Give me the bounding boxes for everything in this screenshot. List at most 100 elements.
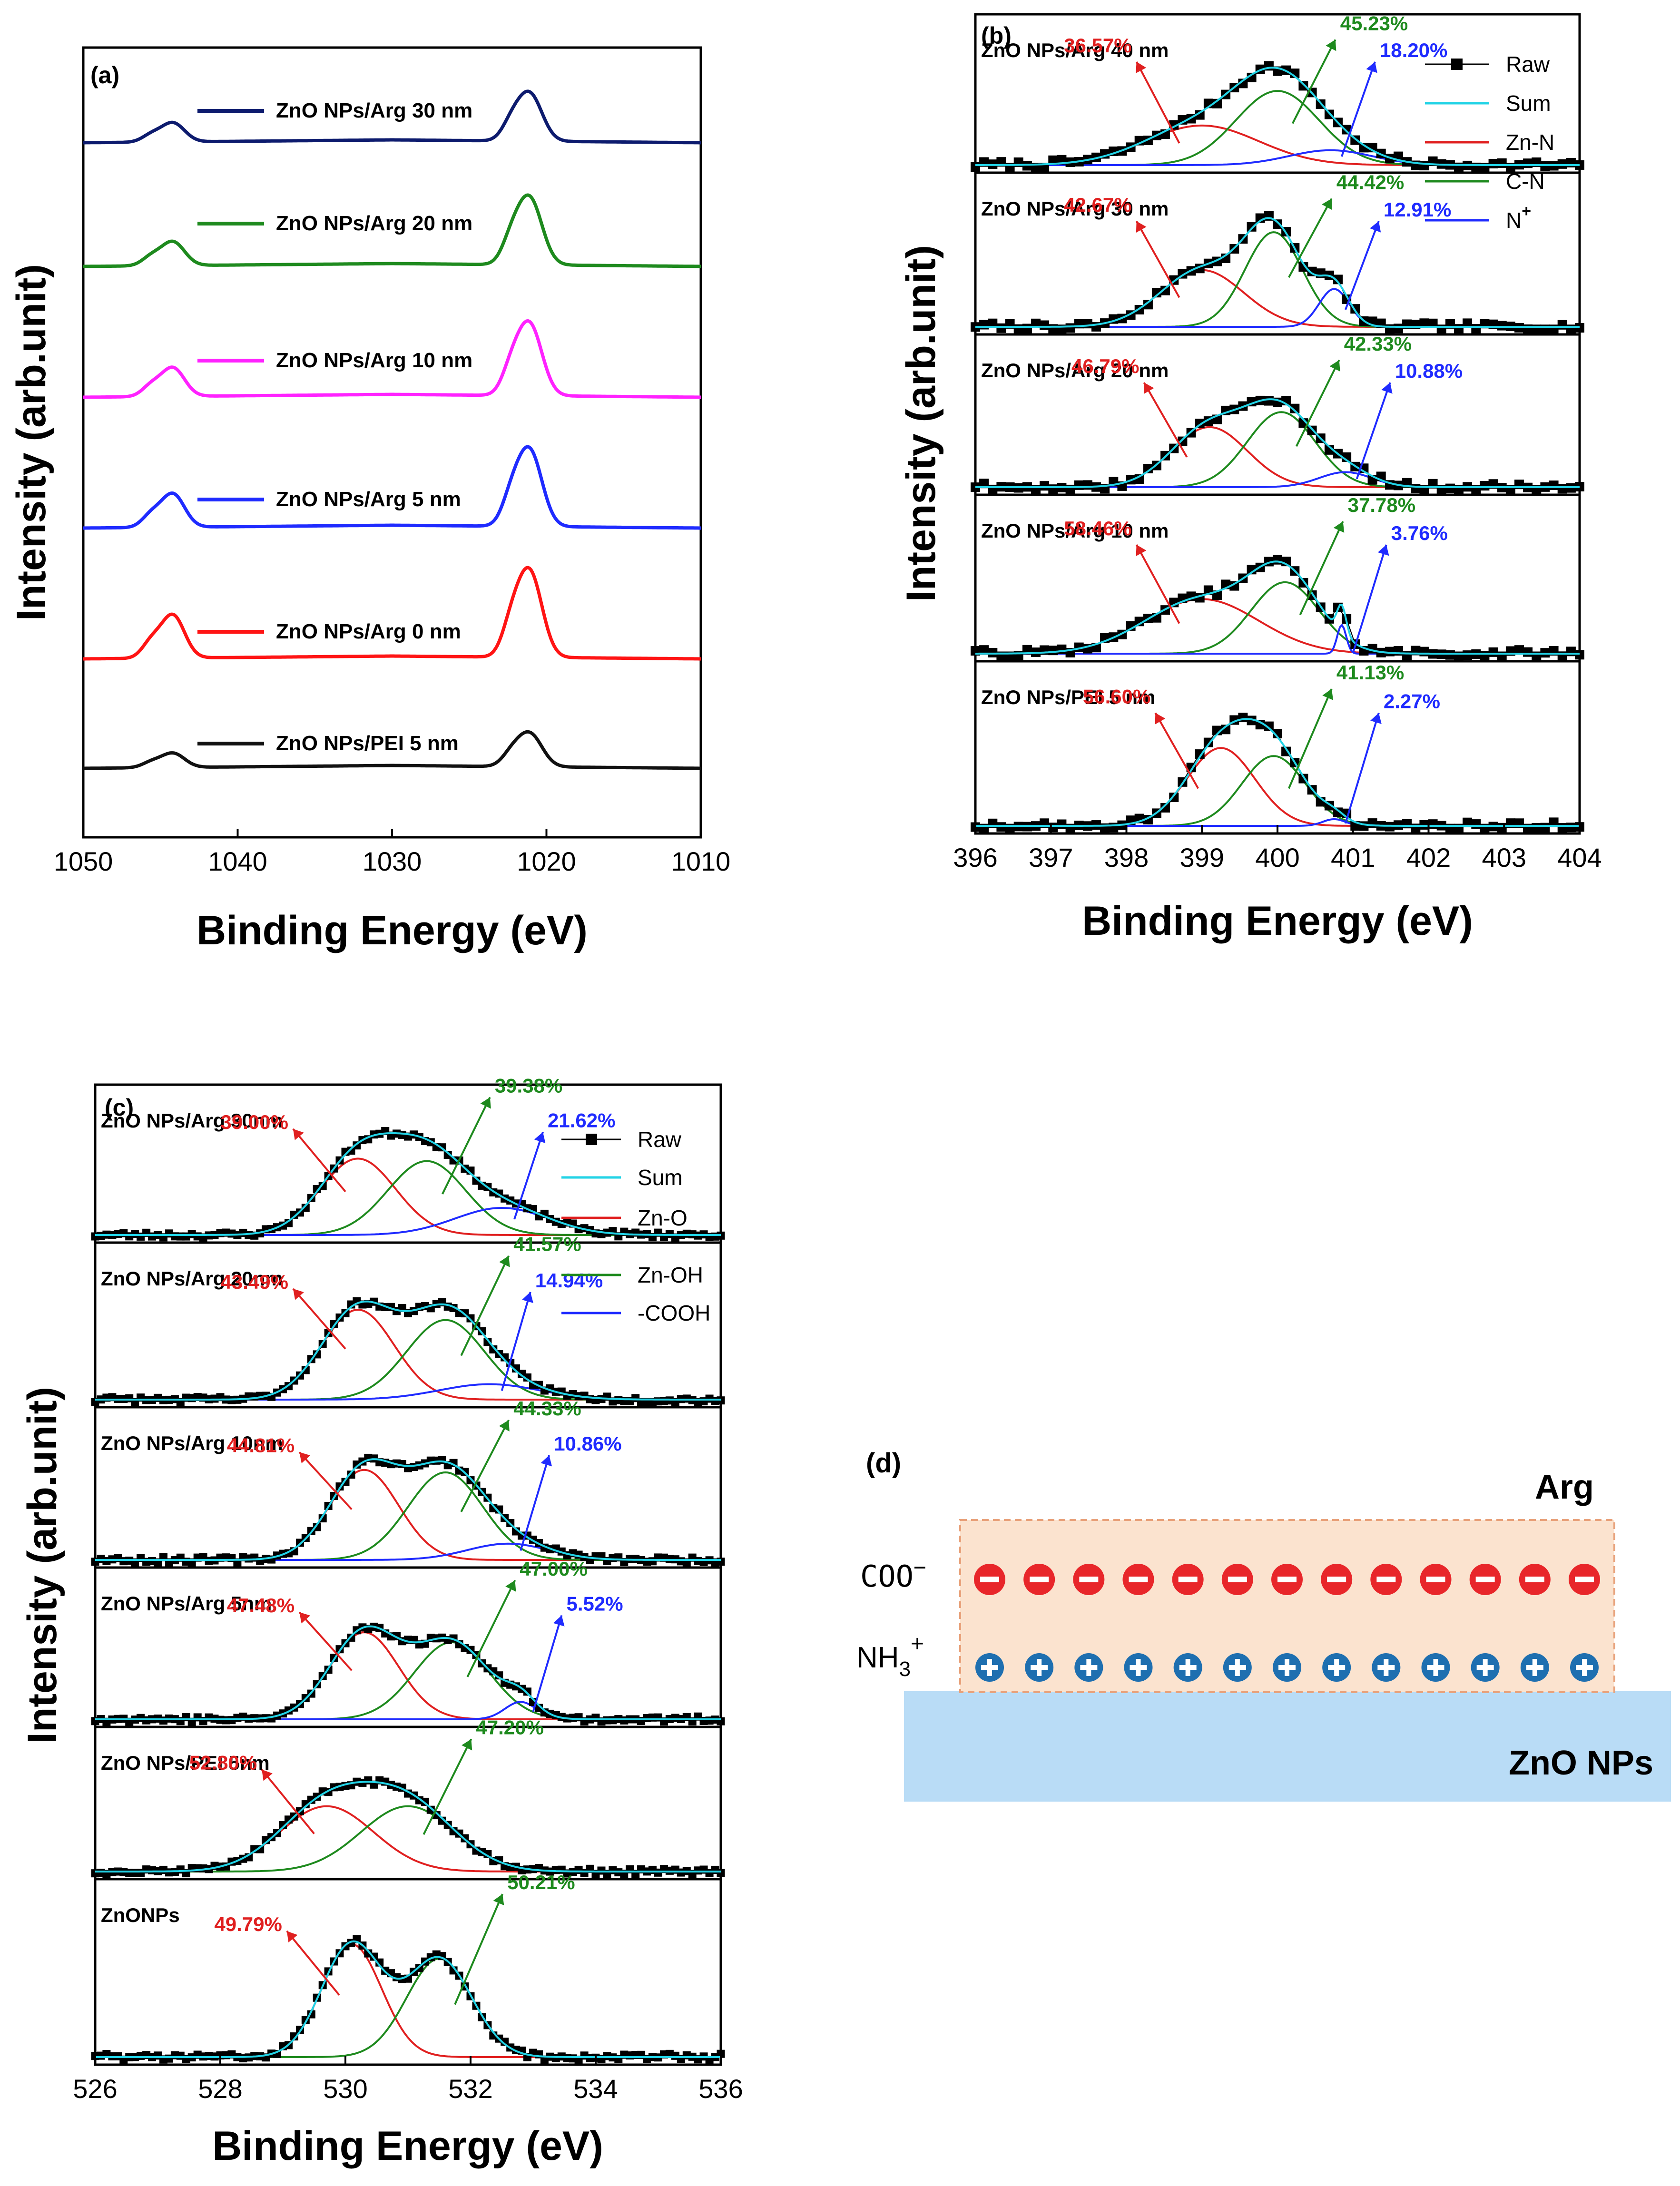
annotation-arrow-head — [1377, 545, 1389, 556]
annotation-arrow-line — [261, 1769, 315, 1834]
legend-label-zn-n: Zn-N — [1506, 130, 1554, 155]
panel-b-tick-label-404: 404 — [1557, 843, 1601, 872]
component-c-n-percent: 37.78% — [1348, 494, 1415, 516]
raw-data-point — [1488, 647, 1498, 657]
annotation-arrow-line — [422, 1738, 472, 1835]
anion-minus-sign — [1079, 1577, 1099, 1582]
annotation-arrow-head — [262, 1769, 273, 1781]
cation-plus-sign-v — [1235, 1659, 1240, 1676]
annotation-arrow-line — [1341, 61, 1376, 157]
component-zn-n-percent: 46.79% — [1071, 355, 1139, 377]
panel-a-legend: ZnO NPs/Arg 30 nm ZnO NPs/Arg 20 nm ZnO NP… — [197, 99, 472, 755]
component-zn-o-curve — [95, 1469, 721, 1561]
annotation-arrow-line — [466, 1579, 516, 1677]
anion-minus-sign — [1475, 1577, 1495, 1582]
component-zn-o-curve — [95, 1309, 721, 1401]
raw-data-point — [1238, 78, 1248, 88]
subpanel-sample-name: ZnO NPs/Arg 10nm — [101, 1432, 283, 1454]
annotation-arrow-line — [1154, 712, 1199, 789]
raw-data-point — [1385, 647, 1395, 657]
panel-a-tick-label-1030: 1030 — [363, 846, 422, 876]
raw-data-point — [1022, 645, 1032, 655]
raw-data-point — [1557, 823, 1567, 833]
raw-data-point — [1109, 823, 1119, 833]
panel-b: (b) ZnO NPs/Arg 40 nm36.57%45.23%18.20%Z… — [898, 12, 1602, 944]
raw-data-point — [996, 822, 1006, 832]
raw-data-point — [1557, 159, 1567, 169]
series-zno-nps-arg-5-nm-line — [83, 445, 701, 530]
component-zn-oh-curve — [95, 1319, 721, 1401]
component-c-n-percent: 42.33% — [1344, 333, 1412, 355]
panel-a-y-axis-title: Intensity (arb.unit) — [9, 264, 54, 621]
component-zn-n-curve — [975, 426, 1580, 488]
cation-label-subscript: 3 — [899, 1657, 911, 1681]
annotation-arrow-head — [1136, 221, 1147, 233]
annotation-arrow-line — [1299, 521, 1344, 616]
raw-data-point — [1212, 98, 1222, 108]
panel-c-frame — [94, 1083, 722, 2066]
sum-fit-curve — [975, 217, 1580, 328]
panel-a-x-axis-title: Binding Energy (eV) — [196, 908, 588, 953]
annotation-arrow-head — [1136, 545, 1147, 556]
component-zn-n-percent: 36.57% — [1064, 34, 1131, 57]
raw-data-point — [1160, 803, 1170, 813]
panel-c-tick-label-526: 526 — [73, 2074, 117, 2104]
component-zn-oh-percent: 39.38% — [495, 1075, 562, 1097]
cation-plus-sign-v — [1086, 1659, 1091, 1676]
legend-label-zn-oh: Zn-OH — [638, 1263, 703, 1287]
anion-minus-sign — [1178, 1577, 1198, 1582]
panel-c-x-axis-title: Binding Energy (eV) — [212, 2123, 603, 2169]
component-zn-oh-curve — [95, 1641, 721, 1720]
legend-label-zno-nps-arg-30-nm: ZnO NPs/Arg 30 nm — [276, 99, 472, 122]
subpanel-sample-name: ZnO NPs/Arg 5nm — [101, 1592, 272, 1615]
cation-label-charge: + — [911, 1631, 924, 1657]
annotation-arrow-line — [442, 1097, 491, 1195]
raw-data-point — [1419, 161, 1429, 171]
panel-c: (c) ZnO NPs/Arg 30nm39.00%39.38%21.62%Zn… — [20, 1075, 743, 2169]
raw-data-point — [1463, 318, 1473, 328]
sum-fit-curve — [95, 1458, 721, 1561]
legend-label-raw: Raw — [1506, 52, 1550, 77]
annotation-arrow-line — [1291, 39, 1336, 124]
raw-data-point — [1463, 817, 1473, 827]
raw-data-point — [1523, 158, 1533, 168]
panel-b-tick-label-397: 397 — [1029, 843, 1073, 872]
series-zno-nps-arg-10-nm-line — [83, 319, 701, 399]
panel-c-tick-label-536: 536 — [698, 2074, 743, 2104]
component-c-n-percent: 41.13% — [1336, 661, 1404, 684]
component-n-percent: 12.91% — [1384, 198, 1451, 221]
panel-a-x-ticks: 1050 1040 1030 1020 1010 — [54, 829, 730, 876]
raw-data-line — [95, 1130, 721, 1238]
raw-data-point — [1048, 484, 1058, 494]
raw-data-point — [1394, 323, 1403, 333]
component-zn-oh-curve — [95, 1471, 721, 1561]
raw-data-point — [979, 320, 989, 330]
cation-plus-sign-v — [1532, 1659, 1537, 1676]
subpanel-sample-name: ZnO NPs/Arg 20nm — [101, 1267, 283, 1290]
anion-row — [974, 1564, 1600, 1595]
sum-fit-curve — [975, 67, 1580, 166]
subpanel-sample-name: ZnO NPs/Arg 40 nm — [981, 39, 1169, 61]
substrate-layer — [904, 1691, 1671, 1802]
raw-data-point — [1419, 647, 1429, 657]
cation-plus-sign-v — [1185, 1659, 1190, 1676]
raw-data-point — [1048, 155, 1058, 165]
raw-data-point — [1514, 645, 1524, 655]
anion-minus-sign — [1030, 1577, 1049, 1582]
cation-label-text: NH — [856, 1641, 899, 1674]
annotation-arrow-head — [540, 1455, 552, 1467]
annotation-arrow-head — [499, 1255, 510, 1267]
raw-data-point — [1290, 403, 1300, 413]
annotation-arrow-head — [480, 1097, 491, 1109]
anion-minus-sign — [980, 1577, 999, 1582]
raw-data-point — [301, 1204, 310, 1212]
annotation-arrow-line — [460, 1420, 510, 1512]
raw-data-point — [1238, 713, 1248, 723]
annotation-arrow-line — [1356, 382, 1391, 480]
